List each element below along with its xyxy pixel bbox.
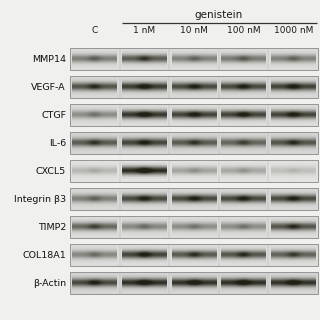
Bar — [70, 76, 318, 98]
Text: 100 nM: 100 nM — [227, 26, 260, 35]
Text: Integrin β3: Integrin β3 — [14, 195, 66, 204]
Bar — [70, 48, 318, 70]
Text: 10 nM: 10 nM — [180, 26, 208, 35]
Bar — [70, 216, 318, 238]
Bar — [70, 132, 318, 154]
Text: IL-6: IL-6 — [49, 139, 66, 148]
Text: 1000 nM: 1000 nM — [274, 26, 313, 35]
Text: 1 nM: 1 nM — [133, 26, 156, 35]
Text: CXCL5: CXCL5 — [36, 166, 66, 175]
Text: VEGF-A: VEGF-A — [31, 83, 66, 92]
Text: β-Actin: β-Actin — [33, 278, 66, 287]
Text: COL18A1: COL18A1 — [22, 251, 66, 260]
Text: C: C — [92, 26, 98, 35]
Text: TIMP2: TIMP2 — [38, 222, 66, 231]
Bar — [70, 188, 318, 210]
Text: genistein: genistein — [195, 10, 243, 20]
Bar — [70, 160, 318, 182]
Text: CTGF: CTGF — [41, 110, 66, 119]
Bar — [70, 244, 318, 266]
Bar — [70, 272, 318, 294]
Bar — [70, 104, 318, 126]
Text: MMP14: MMP14 — [32, 54, 66, 63]
